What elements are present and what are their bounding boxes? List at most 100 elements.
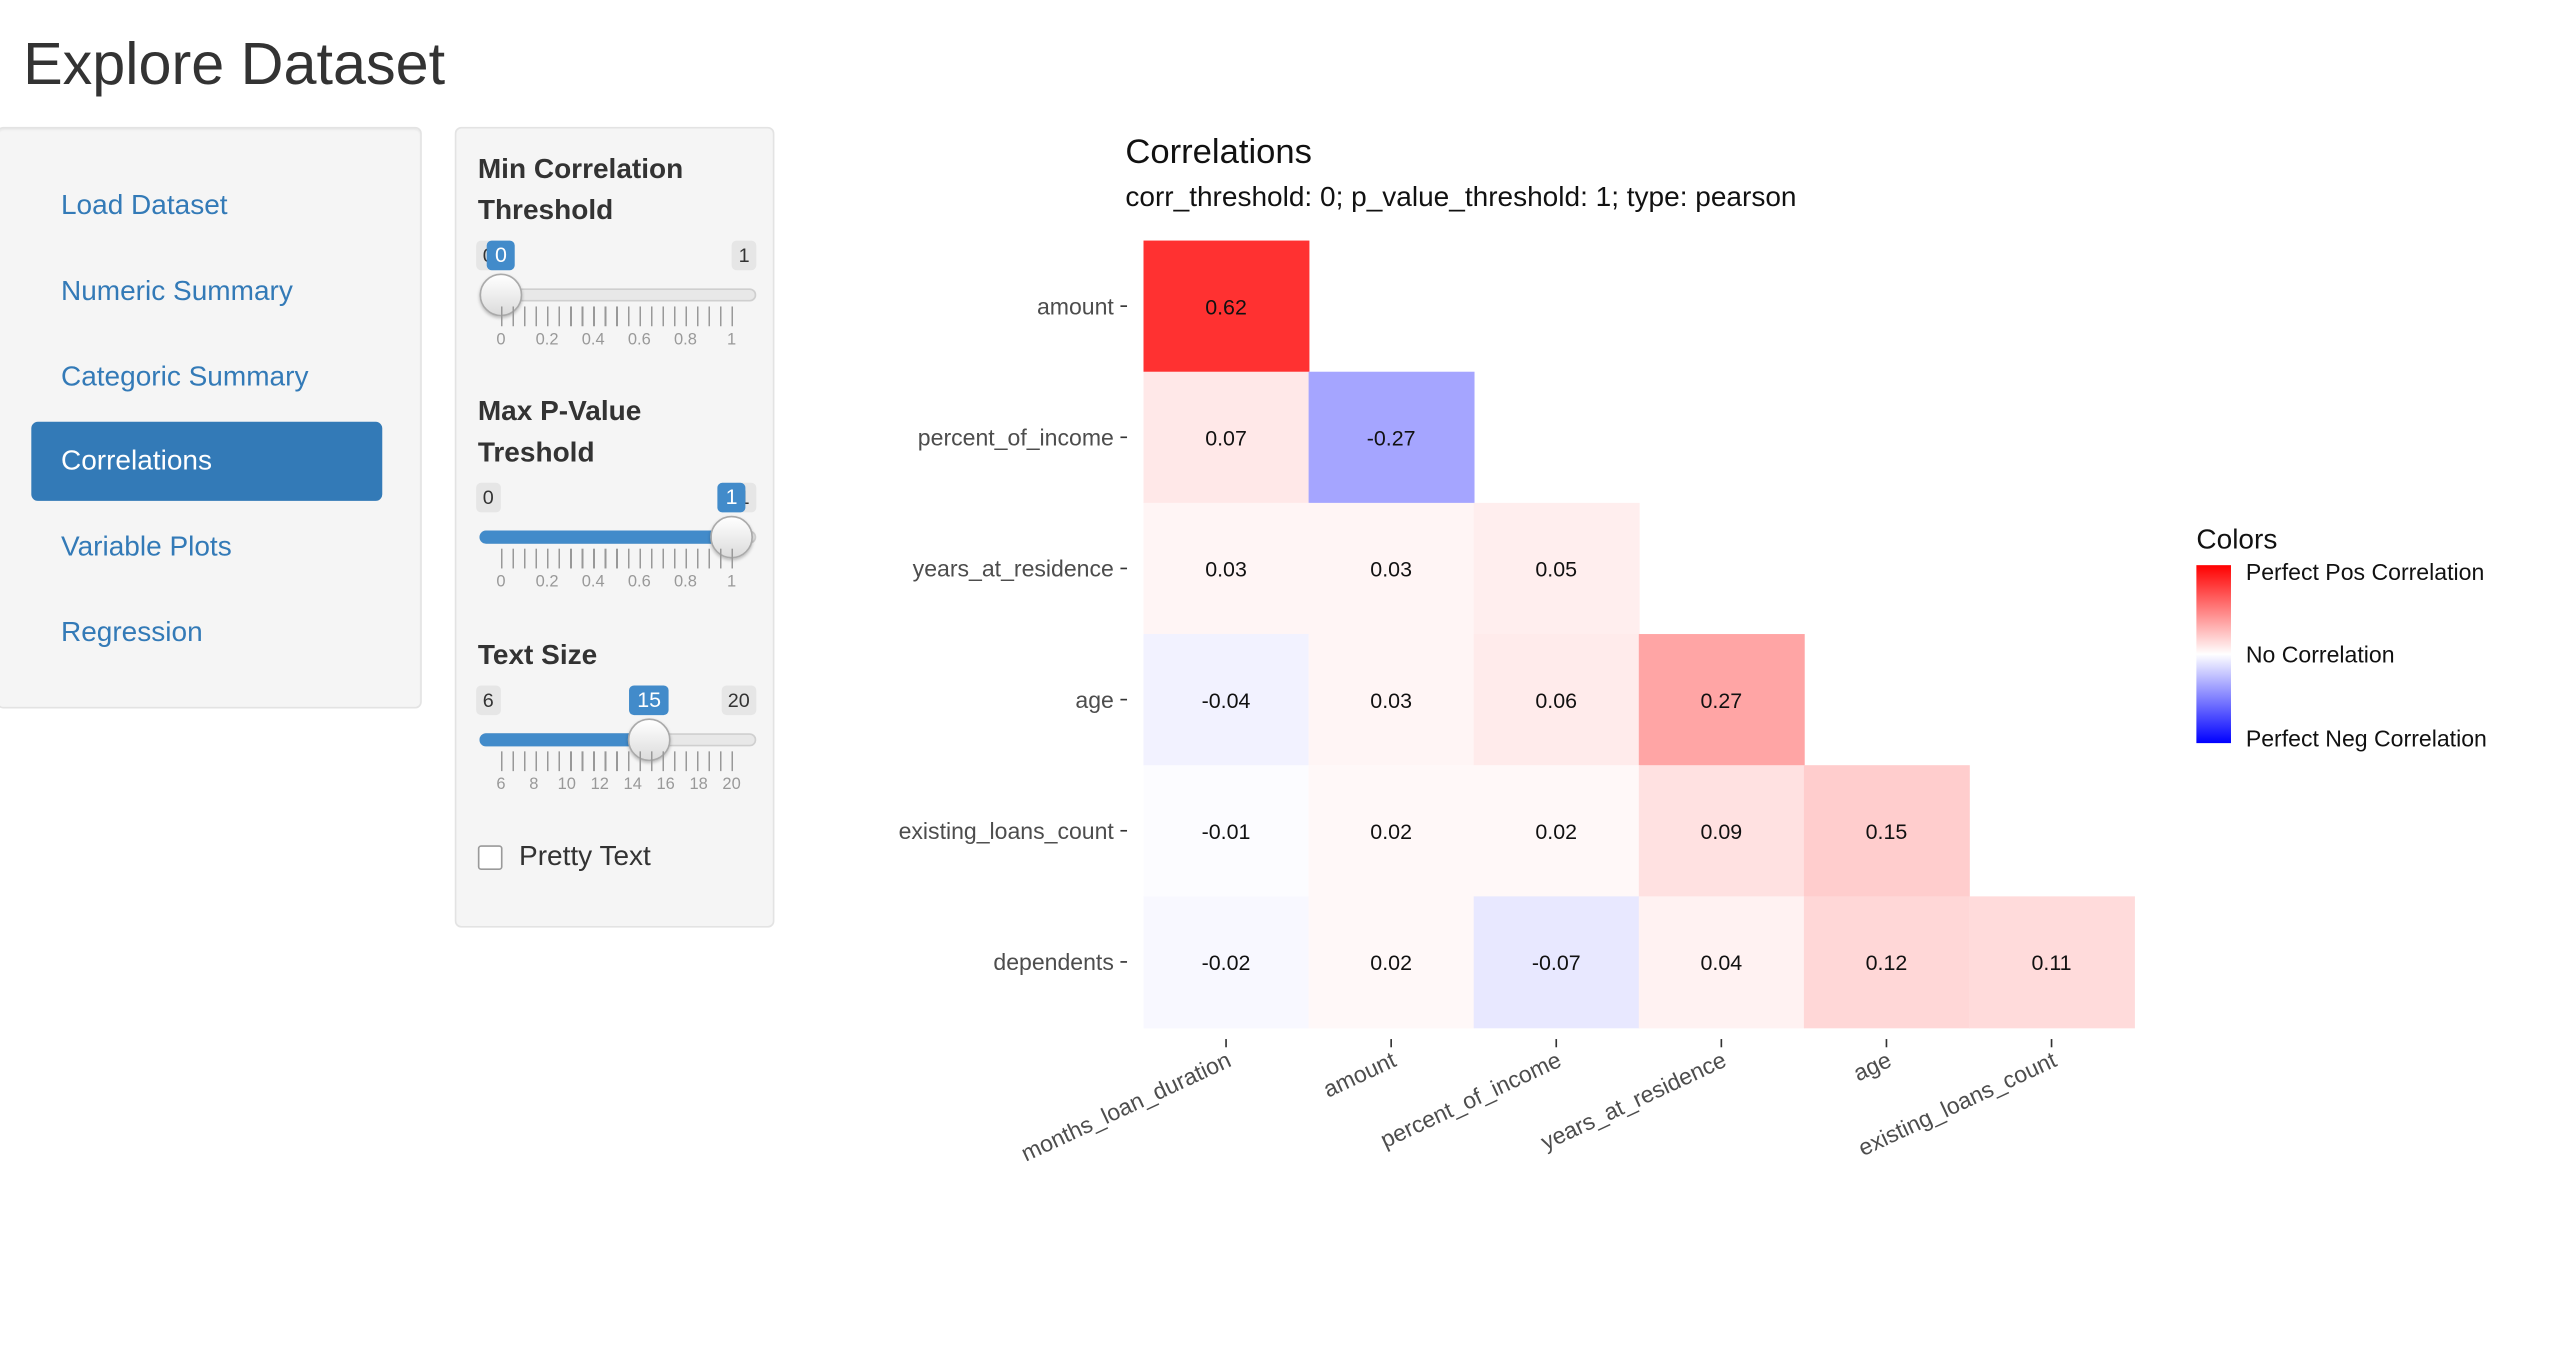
min-corr-max: 1 [732,240,757,271]
min-corr-label: Min Correlation Threshold [477,153,684,226]
slider-tick-label: 0.8 [673,573,697,592]
max-p-min: 0 [476,482,501,513]
slider-tick-label: 14 [623,776,642,795]
cell-value-label: 0.03 [1370,558,1412,582]
cell-value-label: 0.27 [1701,689,1743,713]
max-p-slider[interactable]: 0 1 1 00.20.40.60.81 [476,482,757,598]
slider-tick-label: 16 [656,776,675,795]
y-axis-tick-label: years_at_residence [913,556,1114,582]
text-size-label: Text Size [477,639,598,671]
heatmap-cell [1473,896,1640,1029]
heatmap-cell [1308,371,1475,504]
slider-tick-label: 8 [529,776,539,795]
max-p-label: Max P-Value Treshold [477,395,642,468]
slider-tick-label: 0.2 [535,573,559,592]
heatmap-cell [1308,634,1475,767]
pretty-text-checkbox[interactable] [477,844,503,870]
heatmap-cell [1473,634,1640,767]
nav-item-correlations[interactable]: Correlations [31,421,383,501]
heatmap-cell [1969,896,2135,1029]
y-axis-tick-label: age [1075,687,1113,713]
cell-value-label: 0.15 [1866,820,1908,844]
cell-value-label: 0.12 [1866,951,1908,975]
cell-value-label: 0.02 [1535,820,1577,844]
heatmap-cell [1473,502,1640,635]
slider-tick-label: 12 [590,776,609,795]
cell-value-label: 0.09 [1701,820,1743,844]
slider-tick-label: 0.2 [535,331,559,350]
nav-item-load-dataset[interactable]: Load Dataset [60,189,228,221]
min-corr-ticks [500,306,735,327]
heatmap-cell [1143,502,1310,635]
min-corr-value: 0 [486,240,516,271]
legend-color-bar [2196,565,2231,744]
heatmap-cell [1308,502,1475,635]
y-axis-tick-label: existing_loans_count [899,818,1115,844]
app-title: Explore Dataset [23,29,446,98]
cell-value-label: -0.04 [1202,689,1251,713]
heatmap-cell [1143,634,1310,767]
slider-tick-label: 0.4 [581,573,605,592]
nav-item-categoric-summary[interactable]: Categoric Summary [60,360,309,393]
x-axis-tick-label: age [1849,1046,1895,1086]
cell-value-label: -0.02 [1202,951,1251,975]
slider-tick-label: 20 [722,776,741,795]
max-p-value: 1 [717,482,746,513]
text-size-bar [479,733,650,747]
x-axis-tick-label: amount [1319,1046,1400,1102]
legend-label-none: No Correlation [2245,640,2395,668]
y-axis-tick-label: amount [1037,293,1114,319]
slider-tick-label: 10 [557,776,576,795]
slider-tick-label: 18 [689,776,708,795]
cell-value-label: 0.06 [1535,689,1577,713]
legend-label-pos: Perfect Pos Correlation [2245,558,2485,585]
text-size-max: 20 [721,685,757,716]
cell-value-label: 0.03 [1205,558,1247,582]
cell-value-label: 0.04 [1701,951,1743,975]
cell-value-label: 0.62 [1205,295,1247,319]
cell-value-label: 0.07 [1205,427,1247,451]
nav-item-variable-plots[interactable]: Variable Plots [60,530,232,562]
heatmap-cell [1143,371,1310,504]
heatmap-cell [1143,240,1310,373]
cell-value-label: -0.27 [1367,427,1416,451]
heatmap-cell [1803,896,1970,1029]
slider-tick-label: 0.8 [673,331,697,350]
pretty-text-row[interactable]: Pretty Text [477,840,651,873]
slider-tick-label: 1 [726,573,737,592]
heatmap-cell [1803,765,1970,898]
text-size-slider[interactable]: 6 20 15 6 8 10 12 14 16 18 20 [476,685,757,800]
slider-tick-label: 0 [496,331,506,350]
heatmap-cell [1638,634,1805,767]
sidebar-nav: Load Dataset Numeric Summary Categoric S… [0,126,422,709]
cell-value-label: 0.03 [1370,689,1412,713]
slider-tick-label: 0.6 [627,573,651,592]
cell-value-label: 0.05 [1535,558,1577,582]
max-p-ticks [500,548,735,569]
text-size-min: 6 [476,685,501,716]
min-corr-slider[interactable]: 0 1 0 00.20.40.60.81 [476,240,757,356]
nav-item-regression[interactable]: Regression [60,616,203,648]
x-axis-tick-label: years_at_residence [1537,1046,1730,1155]
max-p-bar [479,530,732,544]
cell-value-label: -0.07 [1532,951,1581,975]
slider-tick-label: 0 [496,573,506,592]
heatmap-cell [1473,765,1640,898]
heatmap-cell [1308,765,1475,898]
cell-value-label: -0.01 [1202,820,1251,844]
chart-subtitle: corr_threshold: 0; p_value_threshold: 1;… [1125,181,1797,213]
slider-tick-label: 6 [496,776,506,795]
x-axis-tick-label: percent_of_income [1376,1046,1565,1152]
legend-title: Colors [2196,523,2278,556]
text-size-ticks [500,751,735,772]
slider-tick-label: 0.4 [581,331,605,350]
heatmap-cell [1143,896,1310,1029]
cell-value-label: 0.02 [1370,820,1412,844]
nav-item-numeric-summary[interactable]: Numeric Summary [60,275,293,307]
slider-tick-label: 1 [726,331,737,350]
heatmap-cell [1308,896,1475,1029]
x-axis-tick-label: months_loan_duration [1017,1046,1235,1166]
pretty-text-label: Pretty Text [519,840,651,872]
